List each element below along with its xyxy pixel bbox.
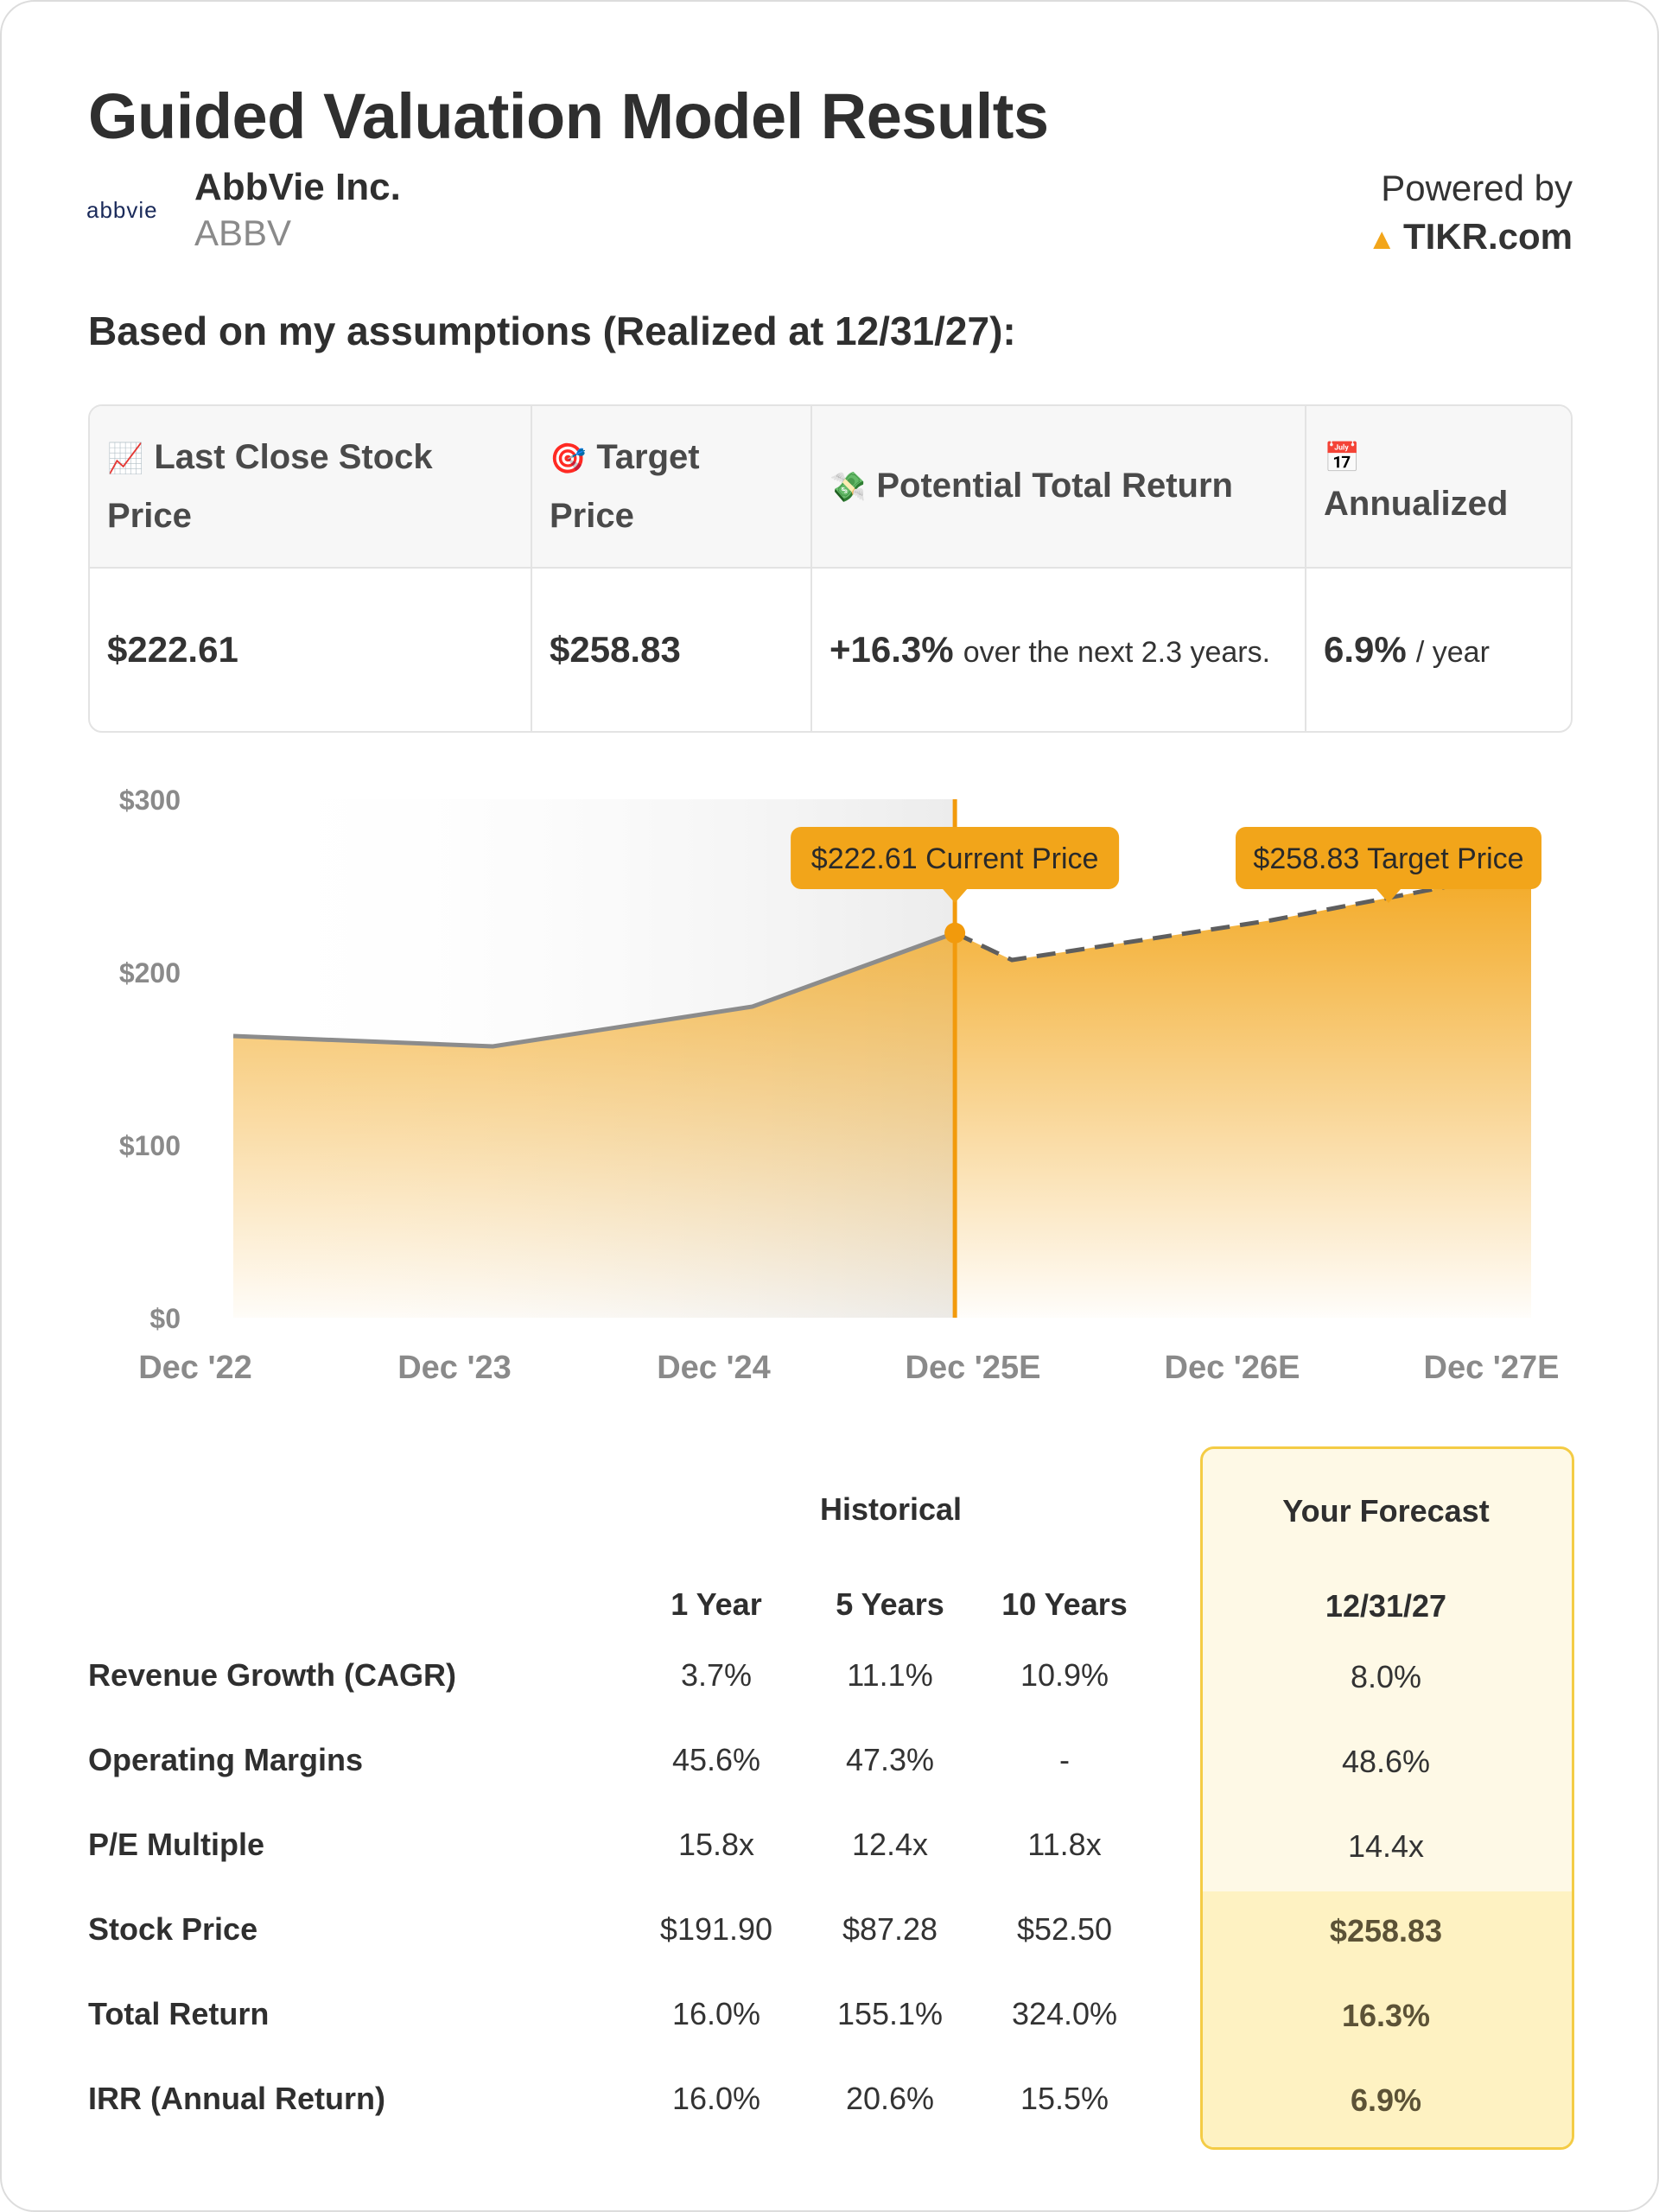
total-return-value: +16.3% — [830, 629, 954, 670]
y-tick-label: $100 — [119, 1130, 181, 1161]
current-price-callout-pointer — [943, 889, 968, 903]
annualized-cell: 6.9% / year — [1306, 568, 1571, 731]
forecast-line — [954, 868, 1532, 963]
last-close-value: $222.61 — [90, 568, 532, 731]
forecast-area — [955, 870, 1531, 1318]
header-total-return: 💸 Potential Total Return — [811, 406, 1306, 569]
chart-up-icon: 📈 — [107, 442, 144, 475]
x-tick-label: Dec '27E — [1424, 1350, 1560, 1386]
tikr-brand: TIKR.com — [1402, 216, 1573, 257]
powered-by: Powered by ▲ TIKR.com — [1367, 168, 1573, 257]
y-tick-label: $300 — [119, 785, 181, 816]
header-target: 🎯 Target Price — [531, 406, 812, 569]
historical-area — [233, 932, 956, 1318]
target-price-callout-bg — [1236, 827, 1541, 889]
y-tick-label: $200 — [119, 957, 181, 988]
x-tick-label: Dec '24 — [657, 1350, 771, 1386]
current-price-callout-bg — [791, 827, 1120, 889]
target-icon: 🎯 — [550, 442, 587, 475]
annualized-unit: / year — [1415, 636, 1490, 669]
tikr-link[interactable]: ▲ TIKR.com — [1367, 216, 1573, 257]
ticker-symbol: ABBV — [194, 213, 292, 253]
header-annualized: 📅 Annualized — [1306, 406, 1571, 569]
powered-by-label: Powered by — [1381, 168, 1573, 208]
abbvie-logo: abbvie — [86, 197, 158, 223]
page-title: Guided Valuation Model Results — [88, 80, 1049, 152]
calendar-icon: 📅 — [1324, 442, 1361, 474]
total-return-cell: +16.3% over the next 2.3 years. — [811, 568, 1306, 731]
current-price-callout: $222.61 Current Price — [811, 842, 1099, 875]
x-tick-label: Dec '26E — [1165, 1350, 1300, 1386]
target-price-callout-pointer — [1376, 889, 1401, 903]
money-icon: 💸 — [830, 471, 867, 504]
company-name: AbbVie Inc. — [194, 166, 401, 208]
historical-line — [232, 931, 956, 1049]
target-value: $258.83 — [531, 568, 812, 731]
x-tick-label: Dec '25E — [906, 1350, 1041, 1386]
x-tick-label: Dec '22 — [138, 1350, 252, 1386]
summary-table: 📈 Last Close Stock Price 🎯 Target Price 💸 P… — [88, 404, 1573, 733]
annualized-value: 6.9% — [1324, 629, 1407, 670]
x-tick-label: Dec '23 — [397, 1350, 512, 1386]
header-last-close: 📈 Last Close Stock Price — [90, 406, 532, 569]
target-price-callout: $258.83 Target Price — [1253, 842, 1523, 875]
price-chart: $0 $100 $200 $300 Dec '22 Dec '23 Dec '24 Dec '… — [119, 785, 1560, 1386]
assumptions-heading: Based on my assumptions (Realized at 12/… — [88, 308, 1016, 353]
total-return-text: over the next 2.3 years. — [963, 636, 1271, 669]
current-price-marker — [944, 922, 966, 944]
tikr-logo-icon: ▲ — [1367, 223, 1396, 256]
y-tick-label: $0 — [149, 1303, 181, 1334]
